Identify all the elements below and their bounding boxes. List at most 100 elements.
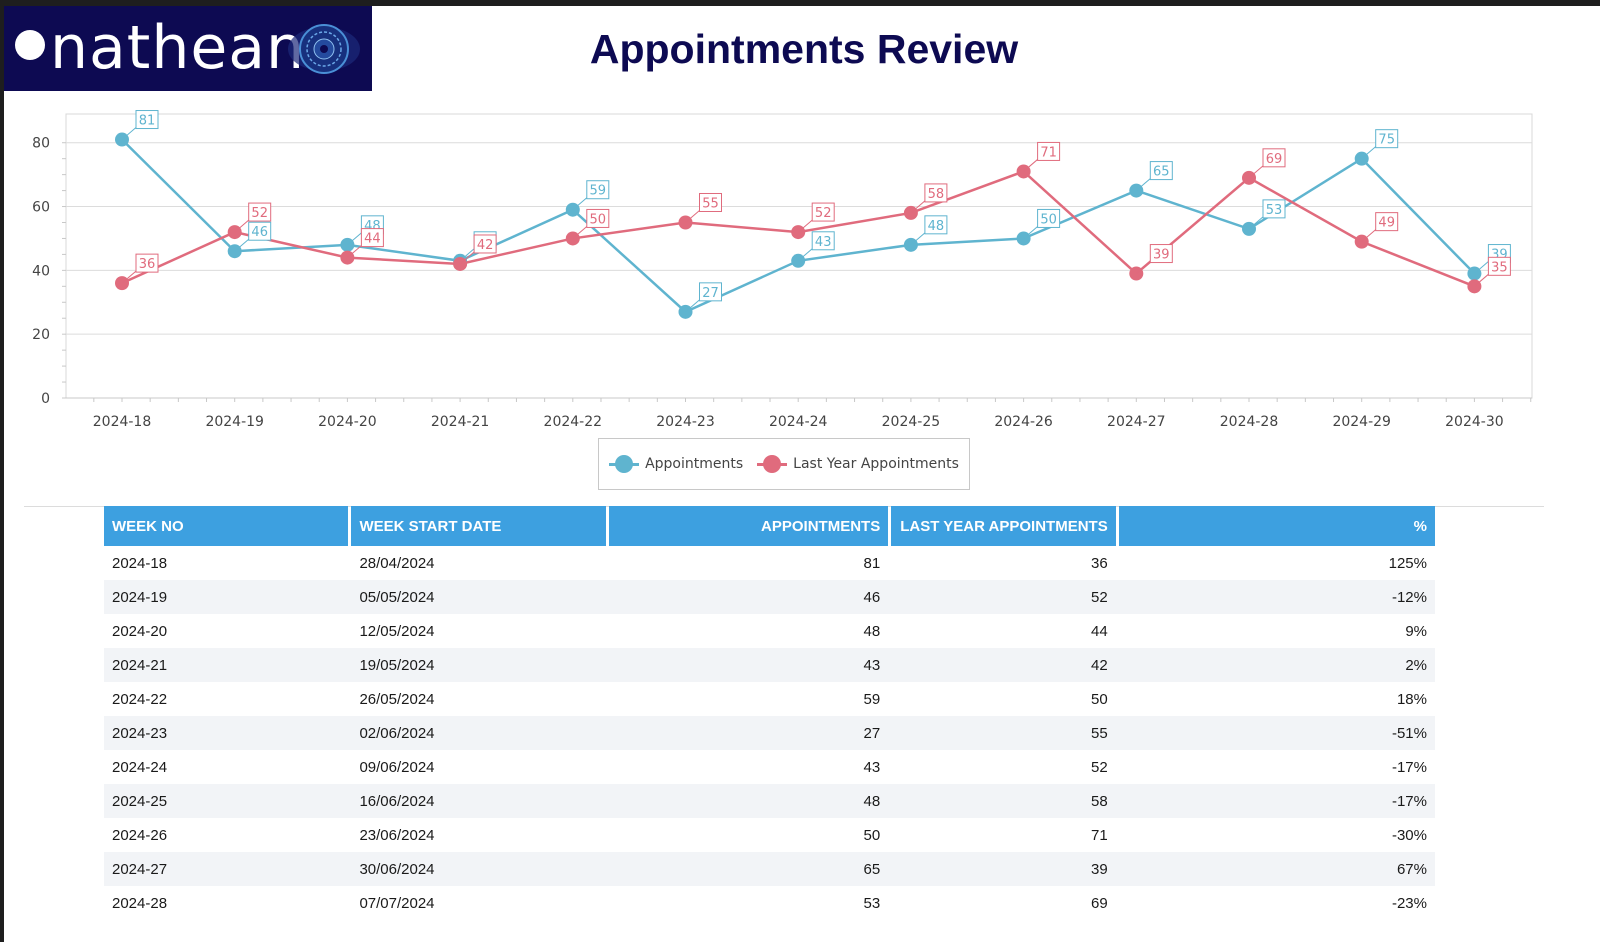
data-label-connector bbox=[910, 232, 926, 246]
data-label-box bbox=[1149, 244, 1173, 264]
legend-label-appointments: Appointments bbox=[645, 456, 744, 472]
y-tick-label: 80 bbox=[32, 136, 50, 152]
data-label-appointments: 43 bbox=[815, 235, 832, 250]
cell-last-year: 58 bbox=[1091, 792, 1108, 810]
cell-appointments: 53 bbox=[863, 894, 881, 912]
data-label-connector bbox=[234, 238, 250, 252]
cell-last-year: 71 bbox=[1091, 826, 1108, 844]
data-label-connector bbox=[1135, 261, 1151, 274]
header-week-no[interactable]: WEEK NO bbox=[104, 506, 349, 546]
legend-swatch-last-year bbox=[757, 454, 788, 474]
data-label-box bbox=[1149, 161, 1173, 181]
table-row[interactable]: 2024-24 09/06/2024 43 52 -17% bbox=[104, 750, 1435, 784]
legend-swatch-appointments bbox=[609, 454, 640, 474]
data-point-appointments[interactable] bbox=[227, 244, 242, 259]
cell-percent: -23% bbox=[1391, 894, 1427, 912]
data-label-box bbox=[1375, 212, 1399, 232]
x-tick-label: 2024-30 bbox=[1445, 414, 1504, 430]
header-appointments[interactable]: APPOINTMENTS bbox=[608, 506, 889, 546]
table-row[interactable]: 2024-21 19/05/2024 43 42 2% bbox=[104, 648, 1435, 682]
data-label-box bbox=[1037, 208, 1061, 228]
data-label-box bbox=[699, 282, 722, 302]
data-point-appointments[interactable] bbox=[678, 304, 693, 319]
cell-week-start-date: 07/07/2024 bbox=[359, 894, 435, 912]
cell-percent: 67% bbox=[1396, 860, 1427, 878]
table-row[interactable]: 2024-23 02/06/2024 27 55 -51% bbox=[104, 716, 1435, 750]
y-tick-label: 0 bbox=[41, 391, 50, 407]
table-row[interactable]: 2024-28 07/07/2024 53 69 -23% bbox=[104, 886, 1435, 920]
cell-week-start-date: 19/05/2024 bbox=[359, 656, 435, 674]
data-label-connector bbox=[1023, 159, 1038, 172]
data-label-connector bbox=[685, 210, 700, 223]
data-point-last-year[interactable] bbox=[340, 250, 355, 265]
cell-week-start-date: 02/06/2024 bbox=[359, 724, 435, 742]
cell-percent: 2% bbox=[1405, 656, 1427, 674]
data-label-connector bbox=[1248, 216, 1264, 230]
logo-dot-icon bbox=[15, 30, 45, 60]
appointments-table: WEEK NO WEEK START DATE APPOINTMENTS LAS… bbox=[104, 506, 1435, 920]
table-row[interactable]: 2024-27 30/06/2024 65 39 67% bbox=[104, 852, 1435, 886]
x-tick-label: 2024-29 bbox=[1332, 414, 1391, 430]
cell-week-no: 2024-20 bbox=[112, 622, 168, 640]
cell-appointments: 43 bbox=[863, 758, 881, 776]
cell-percent: -51% bbox=[1391, 724, 1427, 742]
data-label-last-year: 55 bbox=[702, 196, 719, 211]
data-point-last-year[interactable] bbox=[453, 256, 468, 271]
data-label-connector bbox=[1474, 261, 1489, 274]
data-label-last-year: 69 bbox=[1266, 152, 1283, 167]
data-label-last-year: 49 bbox=[1378, 216, 1395, 231]
cell-week-no: 2024-21 bbox=[112, 656, 168, 674]
cell-week-start-date: 12/05/2024 bbox=[359, 622, 435, 640]
x-tick-label: 2024-20 bbox=[318, 414, 377, 430]
data-label-connector bbox=[1023, 226, 1038, 239]
table-row[interactable]: 2024-20 12/05/2024 48 44 9% bbox=[104, 614, 1435, 648]
data-label-box bbox=[1262, 148, 1286, 168]
data-label-box bbox=[1375, 129, 1399, 149]
cell-last-year: 42 bbox=[1091, 656, 1108, 674]
data-label-appointments: 59 bbox=[590, 184, 607, 199]
data-label-connector bbox=[572, 197, 588, 211]
data-label-box bbox=[699, 192, 722, 212]
data-point-appointments[interactable] bbox=[565, 202, 580, 217]
table-row[interactable]: 2024-25 16/06/2024 48 58 -17% bbox=[104, 784, 1435, 818]
table-row[interactable]: 2024-22 26/05/2024 59 50 18% bbox=[104, 682, 1435, 716]
legend-item-appointments[interactable]: Appointments bbox=[609, 454, 743, 474]
cell-percent: 9% bbox=[1405, 622, 1427, 640]
x-tick-label: 2024-26 bbox=[994, 414, 1053, 430]
header-week-start-date[interactable]: WEEK START DATE bbox=[351, 506, 606, 546]
data-label-appointments: 27 bbox=[702, 286, 719, 301]
x-tick-label: 2024-22 bbox=[544, 414, 603, 430]
header-last-year-appointments[interactable]: LAST YEAR APPOINTMENTS bbox=[891, 506, 1116, 546]
data-label-last-year: 39 bbox=[1153, 248, 1170, 263]
table-row[interactable]: 2024-19 05/05/2024 46 52 -12% bbox=[104, 580, 1435, 614]
header-percent[interactable]: % bbox=[1118, 506, 1435, 546]
table-row[interactable]: 2024-18 28/04/2024 81 36 125% bbox=[104, 546, 1435, 580]
cell-week-start-date: 09/06/2024 bbox=[359, 758, 435, 776]
cell-last-year: 50 bbox=[1091, 690, 1108, 708]
data-label-connector bbox=[1135, 178, 1151, 191]
data-label-connector bbox=[797, 248, 813, 262]
legend-item-last-year[interactable]: Last Year Appointments bbox=[757, 454, 959, 474]
data-label-box bbox=[135, 253, 159, 273]
data-label-box bbox=[1262, 199, 1286, 219]
data-label-last-year: 71 bbox=[1040, 145, 1057, 160]
x-tick-label: 2024-24 bbox=[769, 414, 828, 430]
data-point-last-year[interactable] bbox=[903, 205, 918, 220]
data-label-box bbox=[473, 234, 497, 254]
table-row[interactable]: 2024-26 23/06/2024 50 71 -30% bbox=[104, 818, 1435, 852]
cell-week-no: 2024-22 bbox=[112, 690, 168, 708]
cell-week-no: 2024-24 bbox=[112, 758, 168, 776]
data-label-box bbox=[811, 202, 835, 222]
report-title: Appointments Review bbox=[589, 26, 1019, 72]
cell-week-start-date: 26/05/2024 bbox=[359, 690, 435, 708]
data-label-box bbox=[924, 215, 948, 235]
cell-week-start-date: 30/06/2024 bbox=[359, 860, 435, 878]
cell-percent: -17% bbox=[1391, 792, 1427, 810]
cell-percent: 125% bbox=[1388, 554, 1427, 572]
cell-last-year: 52 bbox=[1091, 588, 1108, 606]
data-label-appointments: 81 bbox=[139, 114, 156, 129]
data-label-connector bbox=[797, 219, 813, 233]
data-label-box bbox=[924, 183, 948, 203]
data-label-box bbox=[1037, 141, 1061, 161]
data-point-appointments[interactable] bbox=[1354, 151, 1369, 166]
